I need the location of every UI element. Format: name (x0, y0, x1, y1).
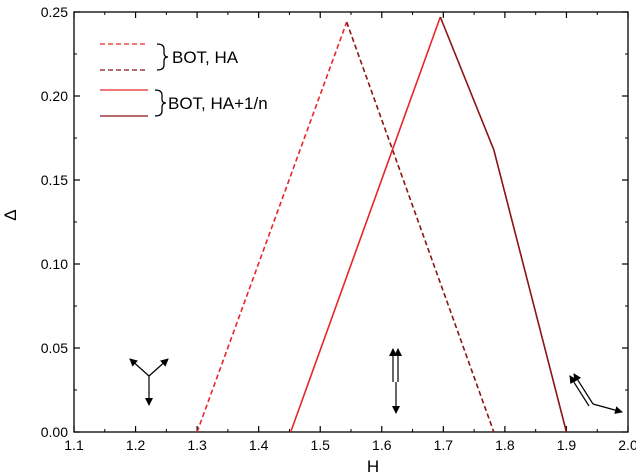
y-tick-label: 0.00 (41, 424, 68, 440)
y-tick-label: 0.05 (41, 340, 68, 356)
series-2 (289, 16, 568, 433)
x-tick-label: 1.3 (187, 437, 207, 453)
series-2-segment-1 (289, 16, 442, 433)
series-1-segment-1 (196, 21, 348, 433)
y-tick-label: 0.15 (41, 172, 68, 188)
y-tick-label: 0.20 (41, 88, 68, 104)
legend-brace-2 (154, 89, 167, 117)
series-1 (196, 21, 495, 433)
x-tick-label: 1.4 (249, 437, 269, 453)
x-tick-label: 1.2 (126, 437, 146, 453)
series-1-segment-2 (345, 21, 495, 433)
y-tick-label: 0.10 (41, 256, 68, 272)
legend-label-2: BOT, HA+1/n (168, 94, 268, 113)
y-axis-label: Δ (1, 209, 20, 220)
legend-label-1: BOT, HA (172, 48, 239, 67)
x-tick-label: 1.5 (310, 437, 330, 453)
x-tick-label: 1.9 (557, 437, 577, 453)
legend-brace-1 (156, 43, 169, 71)
axis-ticks (73, 11, 629, 433)
axis-tick-labels: 1.1 1.2 1.3 1.4 1.5 1.6 1.7 1.8 1.9 2.0 0.00 0.05 0.… (41, 4, 636, 453)
y-tick-label: 0.25 (41, 4, 68, 20)
x-tick-label: 1.7 (434, 437, 454, 453)
triple-arrow-icon (129, 358, 169, 406)
series-2-segment-2 (439, 16, 568, 433)
legend: BOT, HA BOT, HA+1/n (100, 43, 268, 117)
vertical-double-arrow-icon (389, 348, 402, 414)
x-tick-label: 2.0 (618, 437, 636, 453)
x-tick-label: 1.8 (495, 437, 515, 453)
series-layer (196, 16, 568, 433)
x-axis-label: H (367, 457, 379, 476)
tilted-double-arrow-icon (569, 373, 623, 414)
x-tick-label: 1.1 (64, 437, 84, 453)
x-tick-label: 1.6 (372, 437, 392, 453)
